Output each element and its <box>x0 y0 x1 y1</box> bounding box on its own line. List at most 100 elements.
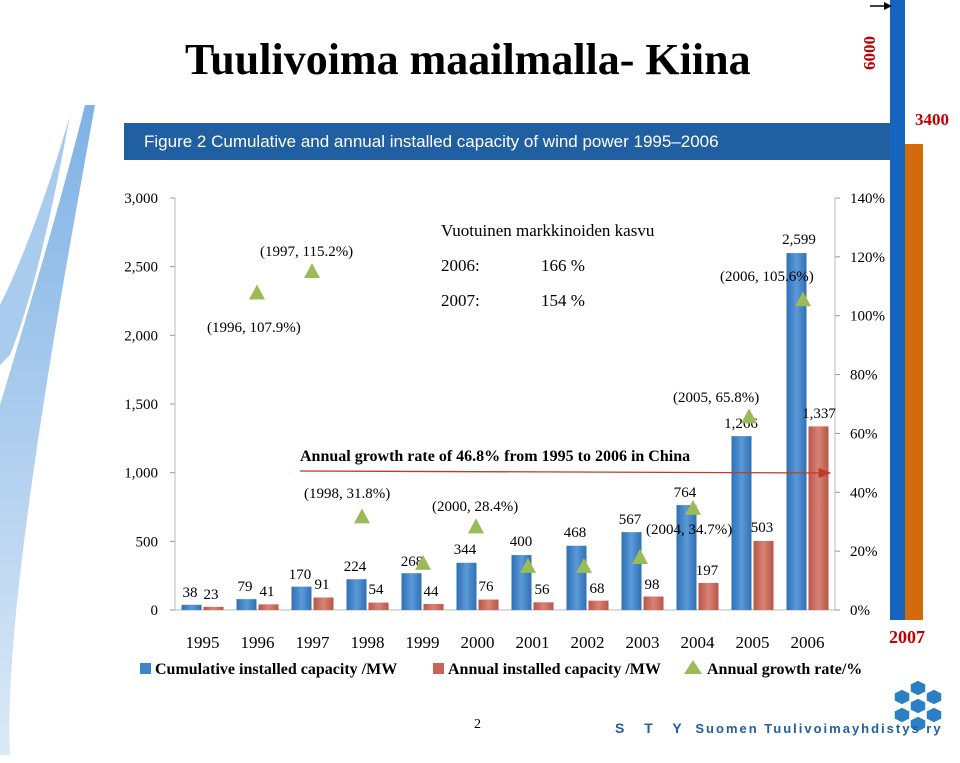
bar-annual <box>588 600 609 610</box>
x-tick-label: 1999 <box>406 633 440 652</box>
bar-annual <box>698 582 719 610</box>
marker-growth <box>249 284 265 300</box>
label-cumulative: 468 <box>564 525 587 541</box>
x-tick-label: 2005 <box>736 633 770 652</box>
label-annual: 54 <box>369 582 385 598</box>
growth-row-2007: 2007: 154 % <box>441 290 654 325</box>
logo-cube <box>925 688 943 706</box>
bar-cumulative <box>236 599 257 610</box>
marker-growth <box>576 557 592 573</box>
legend-label-growth: Annual growth rate/% <box>707 661 862 678</box>
annotation: (1998, 31.8%) <box>304 486 390 502</box>
logo-cube <box>909 715 927 733</box>
bar-cumulative <box>346 579 367 610</box>
annotation: (2000, 28.4%) <box>432 499 518 515</box>
x-tick-label: 1995 <box>186 633 220 652</box>
y-right-tick-label: 100% <box>850 309 885 325</box>
marker-growth <box>354 508 370 524</box>
marker-growth <box>632 549 648 565</box>
bar-cumulative <box>676 505 697 610</box>
bar-annual <box>478 599 499 610</box>
bar-annual <box>808 426 829 610</box>
label-annual: 23 <box>204 587 219 603</box>
label-annual: 41 <box>260 584 275 600</box>
annotation: (2005, 65.8%) <box>673 390 759 406</box>
y-left-tick-label: 500 <box>136 534 159 550</box>
logo-cube <box>925 706 943 724</box>
label-annual: 503 <box>751 520 774 536</box>
x-tick-label: 2004 <box>681 633 716 652</box>
logo-cube <box>893 706 911 724</box>
label-annual: 44 <box>424 584 440 600</box>
x-tick-label: 1998 <box>351 633 385 652</box>
bar-cumulative <box>291 586 312 610</box>
marker-growth <box>415 554 431 570</box>
bar-cumulative <box>786 253 807 610</box>
bar-annual <box>533 602 554 610</box>
label-annual: 91 <box>315 577 330 593</box>
bar-annual <box>753 540 774 610</box>
marker-growth <box>741 408 757 424</box>
growth-box: Vuotuinen markkinoiden kasvu 2006: 166 %… <box>441 220 654 325</box>
legend-label-annual: Annual installed capacity /MW <box>448 661 661 678</box>
label-cumulative: 344 <box>454 542 477 558</box>
y-right-tick-label: 80% <box>850 368 878 384</box>
label-annual: 56 <box>535 582 551 598</box>
label-cumulative: 2,599 <box>782 232 816 248</box>
y-left-tick-label: 2,000 <box>124 328 158 344</box>
marker-growth <box>520 557 536 573</box>
bar-annual <box>313 597 334 610</box>
annotations: (1996, 107.9%) (1997, 115.2%) (1998, 31.8%… <box>207 244 832 538</box>
y-left-tick-label: 3,000 <box>124 191 158 207</box>
growth-row-year: 2006: <box>441 256 480 275</box>
label-annual: 76 <box>479 579 495 595</box>
page-number: 2 <box>474 717 481 732</box>
annotation: (1997, 115.2%) <box>260 244 353 260</box>
y-left-tick-label: 1,500 <box>124 397 158 413</box>
y-right-tick-label: 140% <box>850 191 885 207</box>
left-decoration <box>0 105 95 755</box>
x-tick-label: 2002 <box>571 633 605 652</box>
label-cumulative: 170 <box>289 567 312 583</box>
figure-header: Figure 2 Cumulative and annual installed… <box>124 123 890 160</box>
sty-abbrev: S T Y <box>615 720 690 736</box>
bar-annual <box>423 603 444 610</box>
x-tick-label: 1996 <box>241 633 275 652</box>
logo-cube <box>909 697 927 715</box>
bar-annual <box>643 596 664 610</box>
bar-cumulative <box>621 532 642 610</box>
growth-markers <box>249 262 811 573</box>
label-annual: 197 <box>696 563 719 579</box>
sty-name: Suomen Tuulivoimayhdistys ry <box>695 721 943 736</box>
bar-annual <box>258 604 279 610</box>
y-left-tick-label: 2,500 <box>124 260 158 276</box>
side-arrow-head <box>884 2 892 10</box>
annotation: (1996, 107.9%) <box>207 320 301 336</box>
x-tick-label: 2000 <box>461 633 495 652</box>
y-left-tick-label: 0 <box>151 603 159 619</box>
growth-row-value: 166 % <box>541 256 585 275</box>
label-cumulative: 764 <box>674 485 697 501</box>
trend-annotation: Annual growth rate of 46.8% from 1995 to… <box>300 448 690 465</box>
marker-growth <box>304 262 320 278</box>
legend-swatch-cumulative <box>140 663 151 674</box>
axes: 0 500 1,000 1,500 2,000 2,500 3,000 0% 20% 40% 60%… <box>124 191 885 652</box>
growth-row-year: 2007: <box>441 291 480 310</box>
bar-cumulative <box>731 436 752 610</box>
logo-cube <box>909 679 927 697</box>
logo-cube <box>893 688 911 706</box>
label-cumulative: 38 <box>183 585 198 601</box>
label-cumulative: 567 <box>619 512 642 528</box>
label-cumulative: 224 <box>344 559 367 575</box>
slide-title: Tuulivoima maailmalla- Kiina <box>185 35 751 84</box>
x-tick-label: 2001 <box>516 633 550 652</box>
x-tick-label: 1997 <box>296 633 331 652</box>
annotation: (2004, 34.7%) <box>646 522 732 538</box>
sty-logo-icon <box>893 679 943 733</box>
bar-annual <box>203 606 224 610</box>
legend: Cumulative installed capacity /MW Annual … <box>140 660 862 678</box>
side-bar-orange <box>905 144 923 620</box>
bar-cumulative <box>566 545 587 610</box>
y-right-tick-label: 60% <box>850 426 878 442</box>
